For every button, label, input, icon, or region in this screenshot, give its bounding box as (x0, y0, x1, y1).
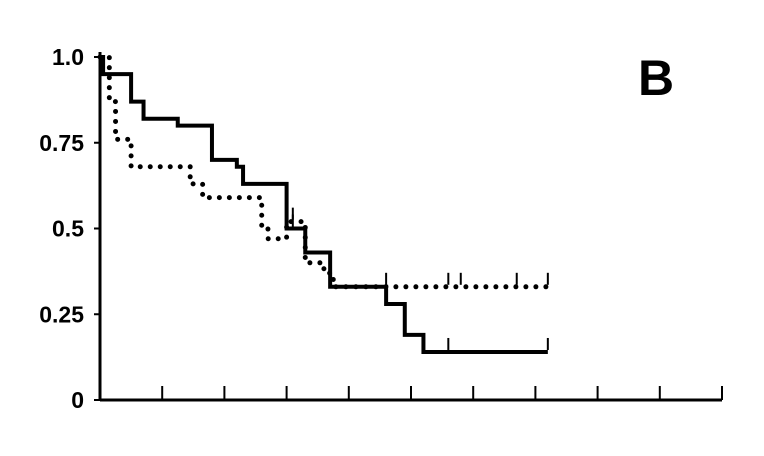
series-dotted-line (97, 54, 557, 290)
y-tick-label: 0.75 (39, 130, 84, 156)
y-tick-label: 1.0 (52, 44, 84, 70)
axes (94, 52, 723, 402)
panel-label: B (638, 50, 674, 106)
series-layer (97, 54, 557, 354)
censor-marks (291, 207, 549, 350)
y-tick-label: 0.5 (52, 216, 84, 242)
y-tick-labels: 0 0.25 0.5 0.75 1.0 (39, 44, 84, 413)
y-tick-label: 0 (71, 387, 84, 413)
series-solid-line (100, 55, 548, 354)
y-tick-label: 0.25 (39, 301, 84, 327)
